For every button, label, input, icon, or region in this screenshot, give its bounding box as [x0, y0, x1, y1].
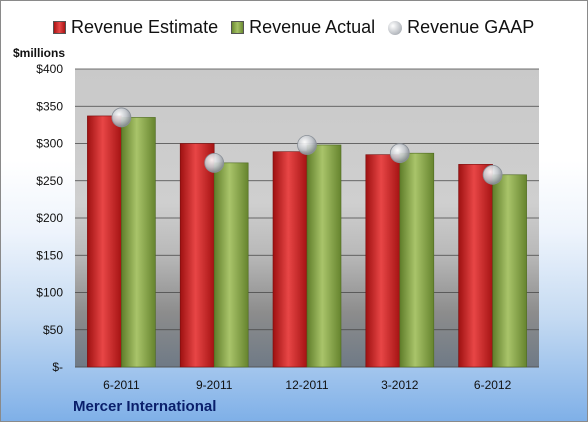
bar-revenue-estimate: [365, 154, 401, 368]
x-tick-label: 3-2012: [381, 378, 419, 392]
legend-label-gaap: Revenue GAAP: [407, 17, 535, 37]
y-tick-label: $250: [36, 174, 63, 188]
x-tick-label: 9-2011: [196, 378, 233, 392]
x-tick-label: 6-2012: [474, 378, 512, 392]
y-tick-label: $150: [36, 248, 63, 262]
legend-label-actual: Revenue Actual: [249, 17, 376, 37]
y-tick-label: $350: [36, 99, 63, 113]
bar-revenue-actual: [492, 174, 527, 368]
bar-revenue-estimate: [87, 115, 122, 368]
gaap-markers: [111, 107, 503, 185]
bar-revenue-actual: [399, 152, 435, 368]
bar-revenue-actual: [121, 117, 156, 368]
marker-revenue-gaap: [111, 107, 132, 128]
y-tick-label: $100: [36, 286, 63, 300]
legend-swatch-actual: [231, 21, 245, 34]
bar-revenue-estimate: [179, 143, 215, 368]
y-tick-label: $-: [52, 360, 63, 374]
marker-revenue-gaap: [389, 143, 410, 164]
y-tick-label: $300: [36, 137, 63, 151]
marker-revenue-gaap: [482, 164, 503, 185]
y-tick-label: $200: [36, 211, 63, 225]
company-name: Mercer International: [73, 398, 217, 415]
legend-swatch-estimate: [53, 21, 66, 34]
bar-revenue-actual: [306, 144, 342, 368]
legend-label-estimate: Revenue Estimate: [71, 17, 219, 37]
y-axis-ticks: $- $50 $100 $150 $200 $250 $300 $350 $400: [36, 62, 63, 374]
bars: [87, 115, 527, 368]
marker-revenue-gaap: [204, 152, 225, 173]
x-tick-label: 12-2011: [285, 378, 328, 392]
legend-item-actual: Revenue Actual: [231, 17, 375, 38]
x-tick-label: 6-2011: [103, 378, 140, 392]
legend-item-estimate: Revenue Estimate: [53, 17, 218, 38]
x-axis-ticks: 6-2011 9-2011 12-2011 3-2012 6-2012: [103, 378, 511, 392]
marker-revenue-gaap: [297, 135, 317, 155]
y-tick-label: $400: [36, 62, 63, 76]
legend-item-gaap: Revenue GAAP: [388, 17, 534, 38]
bar-revenue-estimate: [272, 151, 308, 368]
y-axis-label: $millions: [13, 46, 65, 60]
y-tick-label: $50: [43, 323, 63, 337]
bar-revenue-actual: [213, 162, 249, 368]
chart-legend: Revenue Estimate Revenue Actual Revenue …: [53, 17, 547, 38]
legend-swatch-gaap: [388, 20, 403, 35]
bar-revenue-estimate: [458, 164, 493, 368]
